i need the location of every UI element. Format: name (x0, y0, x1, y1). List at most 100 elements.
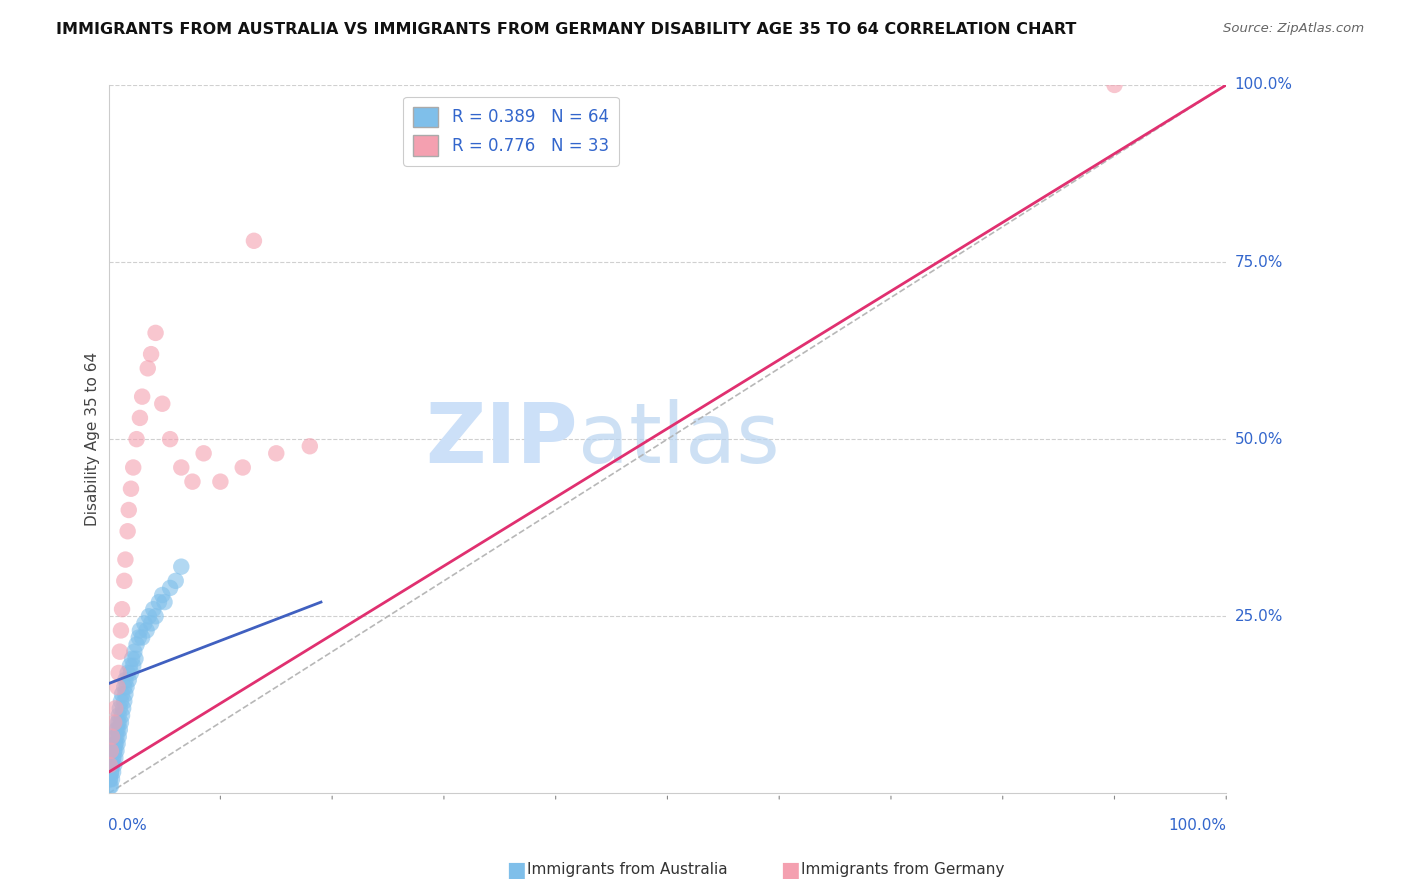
Point (243, 234, 266, 248)
Point (107, 680, 129, 694)
Point (108, 645, 131, 659)
Point (121, 652, 143, 666)
Point (115, 680, 138, 694)
Text: ■: ■ (780, 860, 800, 880)
Point (100, 744, 122, 758)
Point (117, 665, 139, 680)
Point (170, 559, 193, 574)
Point (170, 460, 193, 475)
Point (122, 658, 145, 673)
Point (153, 595, 176, 609)
Point (107, 665, 129, 680)
Point (104, 701, 127, 715)
Point (118, 673, 141, 687)
Point (150, 397, 173, 411)
Point (107, 730, 129, 744)
Point (209, 475, 232, 489)
Point (108, 701, 131, 715)
Point (118, 503, 141, 517)
Point (104, 730, 127, 744)
Point (103, 758, 125, 772)
Text: Immigrants from Germany: Immigrants from Germany (801, 863, 1005, 877)
Point (105, 723, 128, 737)
Point (103, 715, 125, 730)
Text: 50.0%: 50.0% (1234, 432, 1282, 447)
Point (110, 694, 132, 708)
Text: Immigrants from Australia: Immigrants from Australia (527, 863, 728, 877)
Point (128, 631, 150, 645)
Point (138, 609, 160, 624)
Point (100, 779, 122, 793)
Point (107, 737, 129, 751)
Point (129, 410, 152, 425)
Point (111, 687, 134, 701)
Point (136, 361, 159, 376)
Point (150, 588, 173, 602)
Point (120, 482, 142, 496)
Text: IMMIGRANTS FROM AUSTRALIA VS IMMIGRANTS FROM GERMANY DISABILITY AGE 35 TO 64 COR: IMMIGRANTS FROM AUSTRALIA VS IMMIGRANTS … (56, 22, 1077, 37)
Point (101, 751, 124, 765)
Text: atlas: atlas (578, 399, 780, 480)
Point (98, 772, 121, 787)
Point (101, 772, 124, 787)
Point (145, 326, 167, 340)
Text: 100.0%: 100.0% (1168, 818, 1226, 833)
Point (125, 432, 148, 446)
Point (122, 460, 145, 475)
Point (112, 701, 135, 715)
Point (111, 602, 134, 616)
Point (104, 737, 127, 751)
Point (117, 524, 139, 539)
Point (124, 645, 146, 659)
Point (114, 673, 136, 687)
Point (111, 708, 134, 723)
Point (107, 715, 129, 730)
Point (100, 765, 122, 780)
Point (139, 616, 162, 631)
Point (103, 744, 125, 758)
Point (1104, 78, 1126, 92)
Point (120, 665, 142, 680)
Point (114, 552, 136, 566)
Point (98, 772, 121, 787)
Point (110, 624, 132, 638)
Point (101, 758, 124, 772)
Point (232, 460, 254, 475)
Point (112, 574, 135, 588)
Point (124, 652, 146, 666)
Point (181, 475, 204, 489)
Point (108, 723, 131, 737)
Point (125, 638, 148, 652)
Point (100, 765, 122, 780)
Text: 100.0%: 100.0% (1234, 78, 1292, 93)
Text: ZIP: ZIP (426, 399, 578, 480)
Point (129, 624, 152, 638)
Point (101, 758, 124, 772)
Point (101, 751, 124, 765)
Point (105, 730, 128, 744)
Point (114, 687, 136, 701)
Point (112, 680, 135, 694)
Point (142, 602, 165, 616)
Point (101, 730, 124, 744)
Point (134, 616, 156, 631)
Point (104, 751, 127, 765)
Y-axis label: Disability Age 35 to 64: Disability Age 35 to 64 (86, 352, 100, 526)
Point (148, 595, 170, 609)
Point (131, 631, 153, 645)
Point (118, 658, 141, 673)
Point (107, 715, 129, 730)
Text: ■: ■ (506, 860, 526, 880)
Point (110, 715, 132, 730)
Point (107, 708, 129, 723)
Point (193, 446, 215, 460)
Point (165, 574, 187, 588)
Legend: R = 0.389   N = 64, R = 0.776   N = 33: R = 0.389 N = 64, R = 0.776 N = 33 (404, 97, 619, 166)
Point (139, 347, 162, 361)
Point (131, 390, 153, 404)
Point (298, 439, 321, 453)
Point (135, 624, 157, 638)
Point (98, 779, 121, 793)
Text: Source: ZipAtlas.com: Source: ZipAtlas.com (1223, 22, 1364, 36)
Point (104, 737, 127, 751)
